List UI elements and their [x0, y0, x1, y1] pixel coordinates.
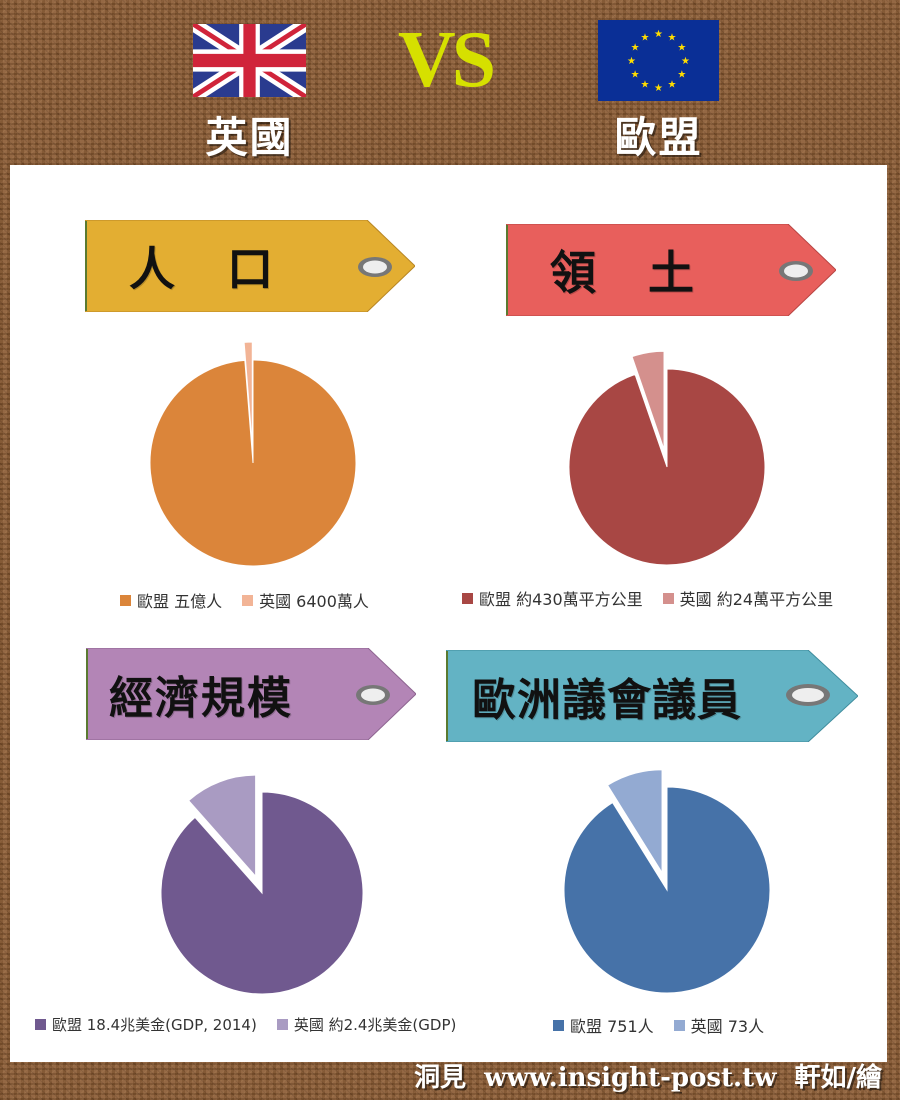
uk-label: 英國: [205, 113, 294, 162]
uk-flag: [189, 17, 310, 104]
uk-flag-icon: [189, 17, 310, 104]
legend-swatch: [673, 1019, 685, 1031]
footer-credit: 洞見 www.insight-post.tw 軒如/繪: [396, 1057, 882, 1094]
pie-slice-eu: [568, 368, 766, 566]
star-icon: ★: [631, 70, 640, 81]
legend-swatch: [553, 1019, 564, 1031]
tag-shape: [85, 220, 415, 312]
tag-population: 人 口: [85, 220, 415, 312]
tag-territory: 領 土: [506, 224, 836, 316]
eu-flag: ★ ★ ★ ★ ★ ★ ★ ★ ★ ★ ★ ★: [598, 20, 719, 101]
legend-parliament: 歐盟 751人 英國 73人: [553, 1013, 764, 1037]
eu-label: 歐盟: [614, 113, 703, 162]
vs-text: VS: [397, 16, 496, 104]
legend-item-uk: 英國 約24萬平方公里: [662, 586, 834, 610]
legend-item-eu: 歐盟 751人: [553, 1013, 654, 1037]
pie-slice-uk: [243, 341, 253, 446]
footer-artist: 軒如/繪: [794, 1063, 883, 1093]
star-icon: ★: [641, 79, 650, 90]
star-icon: ★: [654, 29, 663, 40]
legend-label: 英國 6400萬人: [259, 592, 369, 611]
tag-shape: [506, 224, 836, 316]
legend-label: 英國 約2.4兆美金(GDP): [293, 1016, 457, 1034]
legend-item-uk: 英國 73人: [673, 1013, 765, 1037]
tag-economy: 經濟規模: [86, 648, 416, 740]
legend-economy: 歐盟 18.4兆美金(GDP, 2014) 英國 約2.4兆美金(GDP): [35, 1014, 456, 1035]
pie-slice-eu: [149, 359, 357, 567]
star-icon: ★: [668, 33, 677, 44]
star-icon: ★: [641, 33, 650, 44]
legend-label: 英國 約24萬平方公里: [679, 590, 834, 609]
legend-item-eu: 歐盟 18.4兆美金(GDP, 2014): [35, 1014, 257, 1035]
legend-territory: 歐盟 約430萬平方公里 英國 約24萬平方公里: [462, 586, 833, 610]
legend-item-uk: 英國 約2.4兆美金(GDP): [276, 1014, 457, 1035]
star-icon: ★: [627, 56, 636, 67]
legend-label: 歐盟 五億人: [137, 592, 223, 611]
pie-slice-uk: [606, 769, 663, 875]
pie-slice-uk: [187, 774, 257, 878]
pie-slice-eu: [563, 786, 771, 994]
tag-shape: [86, 648, 416, 740]
star-icon: ★: [681, 56, 690, 67]
star-icon: ★: [654, 83, 663, 94]
legend-swatch: [35, 1019, 46, 1030]
legend-population: 歐盟 五億人 英國 6400萬人: [120, 588, 369, 612]
pie-slice-eu: [160, 791, 364, 995]
legend-swatch: [462, 592, 473, 604]
legend-swatch: [120, 594, 131, 606]
footer-site: 洞見: [414, 1063, 467, 1093]
legend-item-eu: 歐盟 五億人: [120, 588, 222, 612]
legend-item-uk: 英國 6400萬人: [242, 588, 369, 612]
star-icon: ★: [677, 70, 686, 81]
legend-label: 歐盟 約430萬平方公里: [479, 590, 643, 609]
chart-title: 領 土: [549, 246, 712, 300]
legend-swatch: [276, 1019, 288, 1030]
legend-swatch: [662, 592, 674, 604]
chart-title: 人 口: [128, 242, 291, 296]
star-icon: ★: [668, 79, 677, 90]
footer-url[interactable]: www.insight-post.tw: [484, 1063, 777, 1093]
chart-title: 歐洲議會議員: [472, 675, 742, 726]
tag-parliament: 歐洲議會議員: [446, 650, 858, 742]
eu-flag-icon: ★ ★★★★★★★★★★★: [627, 29, 690, 94]
legend-item-eu: 歐盟 約430萬平方公里: [462, 586, 643, 610]
legend-swatch: [242, 594, 254, 606]
chart-title: 經濟規模: [109, 673, 293, 724]
star-icon: ★: [677, 43, 686, 54]
tag-shape: [446, 650, 858, 742]
legend-label: 英國 73人: [690, 1017, 765, 1036]
legend-label: 歐盟 751人: [570, 1017, 654, 1036]
star-icon: ★: [631, 43, 640, 54]
pie-slice-uk: [631, 350, 665, 450]
legend-label: 歐盟 18.4兆美金(GDP, 2014): [52, 1016, 257, 1034]
